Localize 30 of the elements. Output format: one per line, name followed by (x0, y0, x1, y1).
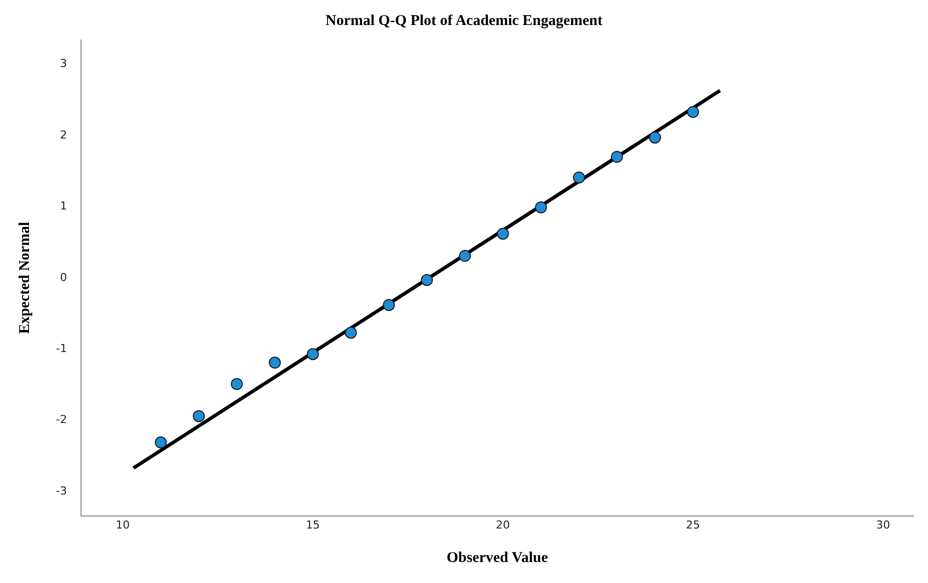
y-tick-label: 2 (60, 128, 67, 142)
point (268, 356, 281, 369)
x-tick-label: 15 (306, 518, 320, 532)
point (610, 150, 623, 163)
point (572, 171, 585, 184)
x-tick-label: 25 (686, 518, 700, 532)
point (496, 228, 509, 240)
x-tick-label: 10 (116, 518, 130, 532)
point (687, 106, 700, 118)
point (534, 201, 547, 214)
point (230, 378, 243, 390)
point (458, 250, 471, 262)
y-tick-label: -3 (56, 484, 67, 498)
y-tick-label: -2 (56, 413, 67, 426)
point (648, 132, 661, 144)
chart-title: Normal Q-Q Plot of Academic Engagement (325, 12, 603, 29)
y-tick-label: 3 (60, 57, 67, 70)
y-axis-title: Expected Normal (16, 222, 33, 334)
x-tick-label: 30 (876, 518, 890, 532)
point (192, 410, 205, 422)
y-tick-label: 0 (60, 270, 67, 284)
point (306, 348, 319, 360)
point (344, 326, 357, 339)
y-tick-label: -1 (56, 342, 67, 355)
point (154, 436, 167, 448)
point (420, 274, 433, 286)
x-tick-label: 20 (496, 518, 510, 532)
point (382, 298, 395, 311)
x-axis-title: Observed Value (446, 550, 548, 566)
y-tick-label: 1 (60, 200, 67, 213)
